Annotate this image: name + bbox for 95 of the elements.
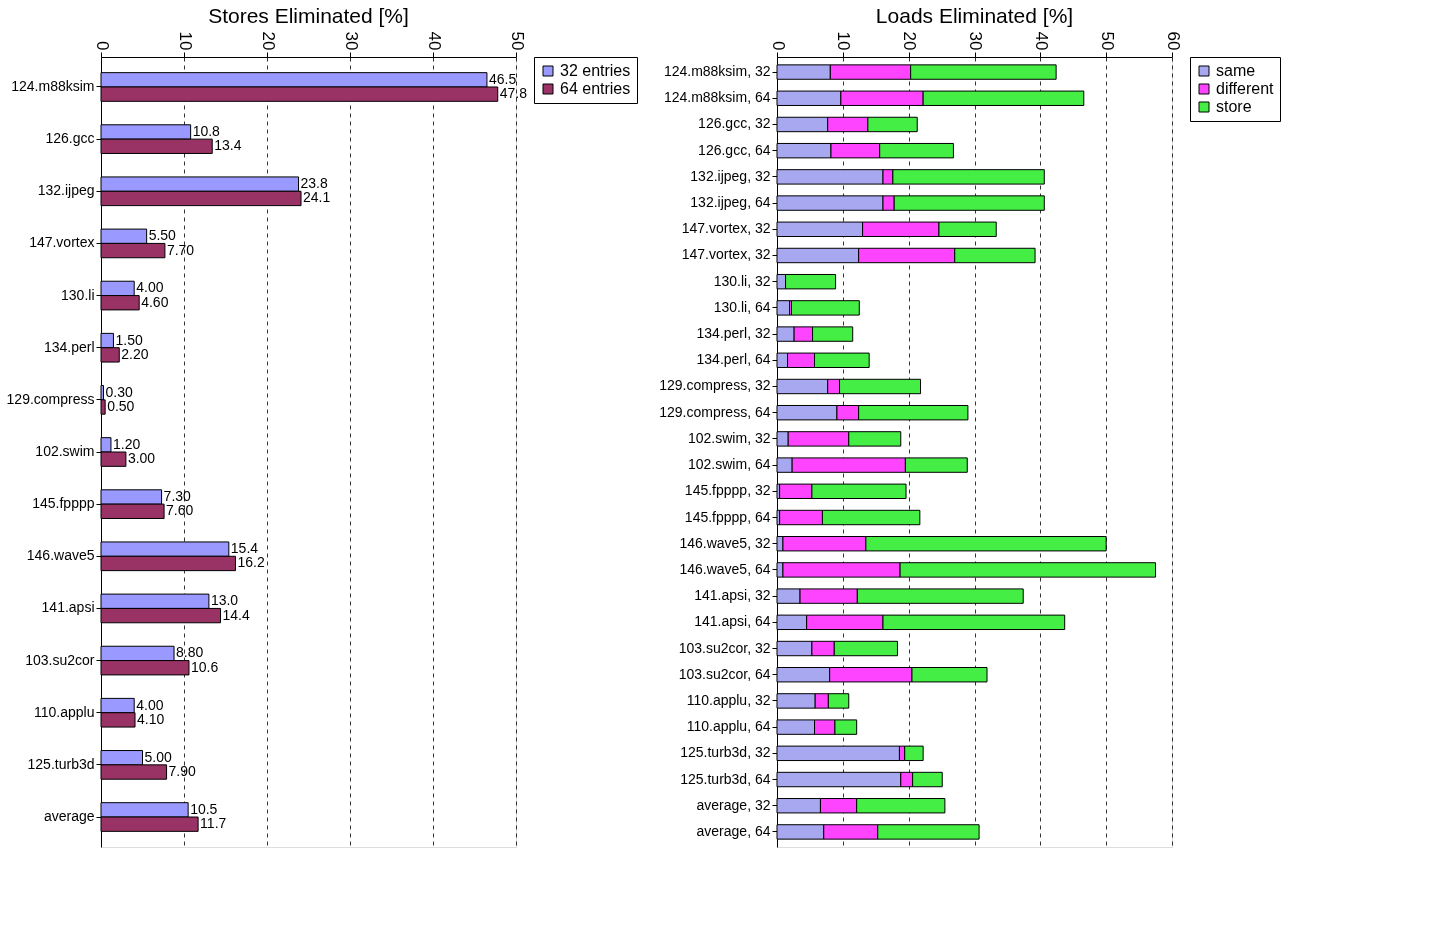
x-tick-label: 50 xyxy=(507,31,527,51)
legend-label: 32 entries xyxy=(560,62,631,79)
y-tick-label: 141.apsi xyxy=(41,599,95,616)
y-tick-label: 102.swim, 64 xyxy=(688,456,771,473)
y-tick-label: 134.perl xyxy=(43,338,95,355)
x-tick-label: 30 xyxy=(966,31,985,51)
data-label: 10.5 xyxy=(190,800,218,817)
data-label: 23.8 xyxy=(300,175,328,192)
y-tick-label: 145.fpppp xyxy=(32,495,95,512)
y-tick-label: 130.li, 32 xyxy=(713,272,771,289)
y-tick-label: 141.apsi, 64 xyxy=(694,613,771,630)
data-label: 7.30 xyxy=(163,487,192,504)
y-tick-label: 147.vortex, 32 xyxy=(681,220,771,237)
data-label: 0.30 xyxy=(105,383,133,400)
y-tick-label: average, 64 xyxy=(696,822,771,839)
x-tick-label: 60 xyxy=(1163,31,1183,51)
chart-title: Stores Eliminated [%] xyxy=(208,4,409,28)
data-label: 5.50 xyxy=(148,227,177,244)
data-label: 3.00 xyxy=(127,450,156,467)
y-tick-label: 129.compress, 32 xyxy=(659,377,771,394)
y-tick-label: 132.ijpeg xyxy=(37,182,95,199)
y-tick-label: 110.applu, 32 xyxy=(686,691,771,708)
x-tick-label: 10 xyxy=(834,31,854,51)
y-tick-label: 132.ijpeg, 64 xyxy=(690,194,771,211)
y-tick-label: average xyxy=(43,808,95,825)
x-tick-label: 50 xyxy=(1097,31,1117,51)
y-tick-label: 125.turb3d, 32 xyxy=(680,744,771,761)
y-tick-label: 129.compress, 64 xyxy=(659,403,771,420)
x-tick-label: 40 xyxy=(424,31,444,51)
legend-label: 64 entries xyxy=(560,80,631,97)
x-tick-label: 0 xyxy=(92,41,112,51)
data-label: 1.50 xyxy=(115,331,143,348)
y-tick-label: 126.gcc, 64 xyxy=(698,141,771,158)
y-tick-label: 124.m88ksim xyxy=(11,77,95,94)
y-tick-label: 110.applu xyxy=(34,703,95,720)
y-tick-label: 146.wave5, 32 xyxy=(679,534,771,551)
x-tick-label: 20 xyxy=(258,31,278,51)
y-tick-label: 129.compress xyxy=(6,390,95,407)
y-tick-label: 102.swim, 32 xyxy=(688,429,771,446)
data-label: 10.8 xyxy=(192,122,221,139)
x-tick-label: 10 xyxy=(175,31,195,51)
data-label: 7.90 xyxy=(168,763,197,780)
y-tick-label: 124.m88ksim, 32 xyxy=(663,63,771,80)
data-label: 8.80 xyxy=(176,644,204,661)
y-tick-label: 103.su2cor xyxy=(25,651,95,668)
y-tick-label: 126.gcc xyxy=(45,130,95,147)
y-tick-label: average, 32 xyxy=(696,796,771,813)
data-label: 11.7 xyxy=(200,815,227,832)
data-label: 46.5 xyxy=(488,70,517,87)
y-tick-label: 103.su2cor, 32 xyxy=(678,639,771,656)
y-tick-label: 132.ijpeg, 32 xyxy=(690,167,771,184)
data-label: 16.2 xyxy=(237,554,265,571)
y-tick-label: 102.swim xyxy=(35,443,95,459)
legend-label: different xyxy=(1216,80,1275,97)
data-label: 10.6 xyxy=(190,658,219,675)
data-label: 14.4 xyxy=(222,606,250,623)
y-tick-label: 145.fpppp, 64 xyxy=(684,508,771,525)
data-label: 1.20 xyxy=(112,435,141,452)
data-label: 4.10 xyxy=(137,710,165,727)
data-label: 4.00 xyxy=(136,696,164,713)
y-tick-label: 146.wave5, 64 xyxy=(679,560,771,577)
data-label: 4.00 xyxy=(136,279,164,296)
y-tick-label: 134.perl, 64 xyxy=(696,351,771,368)
y-tick-label: 134.perl, 32 xyxy=(696,325,771,342)
data-label: 47.8 xyxy=(499,85,528,102)
data-label: 15.4 xyxy=(230,540,259,557)
data-label: 13.4 xyxy=(214,137,242,154)
data-label: 2.20 xyxy=(121,345,149,362)
y-tick-label: 147.vortex, 32 xyxy=(681,246,771,263)
legend-label: store xyxy=(1216,98,1252,115)
data-label: 13.0 xyxy=(210,592,239,609)
x-tick-label: 40 xyxy=(1031,31,1051,51)
y-tick-label: 145.fpppp, 32 xyxy=(684,482,771,499)
x-tick-label: 0 xyxy=(768,41,788,51)
y-tick-label: 130.li xyxy=(61,286,95,303)
y-tick-label: 146.wave5 xyxy=(26,547,95,564)
x-tick-label: 20 xyxy=(900,31,920,51)
data-label: 5.00 xyxy=(144,748,172,765)
x-tick-label: 30 xyxy=(341,31,361,51)
data-label: 7.60 xyxy=(166,502,194,519)
y-tick-label: 126.gcc, 32 xyxy=(698,115,771,132)
chart-title: Loads Eliminated [%] xyxy=(875,4,1074,28)
legend-label: same xyxy=(1216,62,1256,79)
data-label: 24.1 xyxy=(303,189,331,206)
y-tick-label: 147.vortex xyxy=(29,234,95,251)
y-tick-label: 141.apsi, 32 xyxy=(694,587,771,604)
y-tick-label: 124.m88ksim, 64 xyxy=(663,89,771,106)
y-tick-label: 110.applu, 64 xyxy=(686,718,771,735)
y-tick-label: 130.li, 64 xyxy=(713,298,771,315)
data-label: 7.70 xyxy=(166,241,195,258)
y-tick-label: 103.su2cor, 64 xyxy=(678,665,771,682)
data-label: 0.50 xyxy=(107,398,135,415)
data-label: 4.60 xyxy=(141,293,169,310)
y-tick-label: 125.turb3d, 64 xyxy=(680,770,771,787)
y-tick-label: 125.turb3d xyxy=(27,755,95,772)
